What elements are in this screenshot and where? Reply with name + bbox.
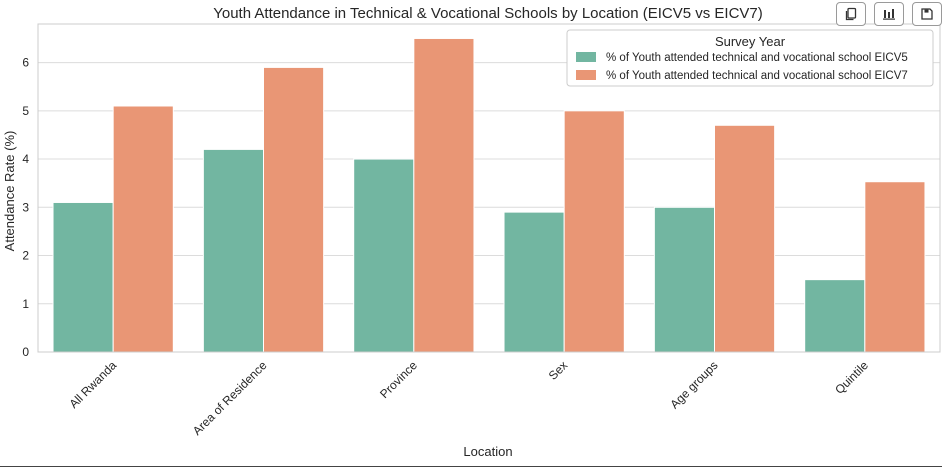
chart-button[interactable] bbox=[874, 2, 904, 26]
x-tick-label: Sex bbox=[546, 358, 571, 383]
y-tick-label: 2 bbox=[22, 249, 29, 263]
y-tick-label: 1 bbox=[22, 297, 29, 311]
legend-title: Survey Year bbox=[715, 34, 786, 49]
toolbar bbox=[836, 2, 942, 26]
chart-title: Youth Attendance in Technical & Vocation… bbox=[213, 5, 763, 22]
y-tick-label: 3 bbox=[22, 200, 29, 214]
y-axis: 0 1 2 3 4 5 6 bbox=[22, 56, 29, 359]
bar-eicv7 bbox=[563, 110, 625, 353]
bottom-divider bbox=[0, 466, 942, 467]
legend-entry: % of Youth attended technical and vocati… bbox=[606, 52, 908, 64]
bar-eicv7 bbox=[112, 105, 174, 353]
legend-swatch bbox=[576, 52, 596, 62]
copy-icon bbox=[845, 7, 857, 21]
x-axis-label: Location bbox=[463, 444, 512, 459]
bar-eicv5 bbox=[353, 158, 415, 353]
save-icon bbox=[921, 8, 933, 20]
x-axis: All Rwanda Area of Residence Province Sex Ag… bbox=[66, 358, 871, 438]
bar-eicv7 bbox=[263, 66, 325, 353]
bar-eicv5 bbox=[202, 148, 265, 353]
legend: Survey Year % of Youth attended technica… bbox=[566, 29, 934, 87]
y-tick-label: 6 bbox=[22, 56, 29, 70]
x-tick-label: Area of Residence bbox=[190, 358, 270, 438]
y-tick-label: 4 bbox=[22, 152, 29, 166]
gridlines bbox=[38, 62, 940, 353]
bar-eicv5 bbox=[804, 279, 866, 353]
bar-eicv5 bbox=[503, 211, 565, 353]
bars bbox=[52, 37, 926, 353]
bar-eicv7 bbox=[864, 181, 926, 353]
bar-chart-icon bbox=[883, 9, 895, 20]
bar-eicv7 bbox=[413, 37, 475, 353]
x-tick-label: Province bbox=[377, 358, 420, 401]
legend-entry: % of Youth attended technical and vocati… bbox=[606, 70, 908, 82]
legend-swatch bbox=[576, 70, 596, 80]
save-button[interactable] bbox=[912, 2, 942, 26]
y-axis-label: Attendance Rate (%) bbox=[2, 131, 17, 252]
x-tick-label: All Rwanda bbox=[66, 358, 119, 411]
bar-eicv5 bbox=[653, 206, 715, 353]
plot-frame bbox=[37, 23, 941, 353]
y-tick-label: 0 bbox=[22, 345, 29, 359]
x-tick-label: Age groups bbox=[667, 358, 720, 411]
copy-button[interactable] bbox=[836, 2, 866, 26]
x-tick-label: Quintile bbox=[832, 358, 871, 397]
legend-box bbox=[566, 29, 934, 87]
bar-eicv7 bbox=[714, 124, 776, 353]
bar-eicv5 bbox=[52, 201, 114, 353]
y-tick-label: 5 bbox=[22, 104, 29, 118]
